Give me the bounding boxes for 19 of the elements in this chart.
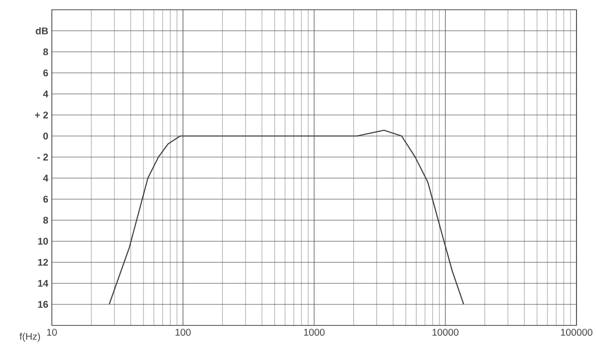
y-tick-label: + 2 xyxy=(34,112,48,119)
y-tick-label: - 2 xyxy=(37,154,48,161)
x-axis-title: f(Hz) xyxy=(20,332,40,342)
y-tick-label: 8 xyxy=(43,48,48,56)
y-tick-label: 4 xyxy=(43,90,48,98)
x-tick-label: 1000 xyxy=(304,328,325,336)
x-tick-label: 100 xyxy=(176,328,191,336)
x-tick-label: 100000 xyxy=(561,328,592,336)
y-tick-label: 12 xyxy=(38,259,48,266)
y-tick-label: dB xyxy=(36,27,48,35)
y-tick-label: 14 xyxy=(38,280,48,287)
y-tick-label: 6 xyxy=(43,70,48,76)
x-tick-label: 10000 xyxy=(432,328,458,336)
y-tick-label: 0 xyxy=(43,132,48,140)
y-tick-label: 6 xyxy=(43,196,48,203)
y-tick-label: 8 xyxy=(43,216,48,224)
y-tick-label: 10 xyxy=(38,238,48,245)
y-tick-label: 16 xyxy=(38,301,48,308)
y-tick-label: 4 xyxy=(43,174,48,182)
